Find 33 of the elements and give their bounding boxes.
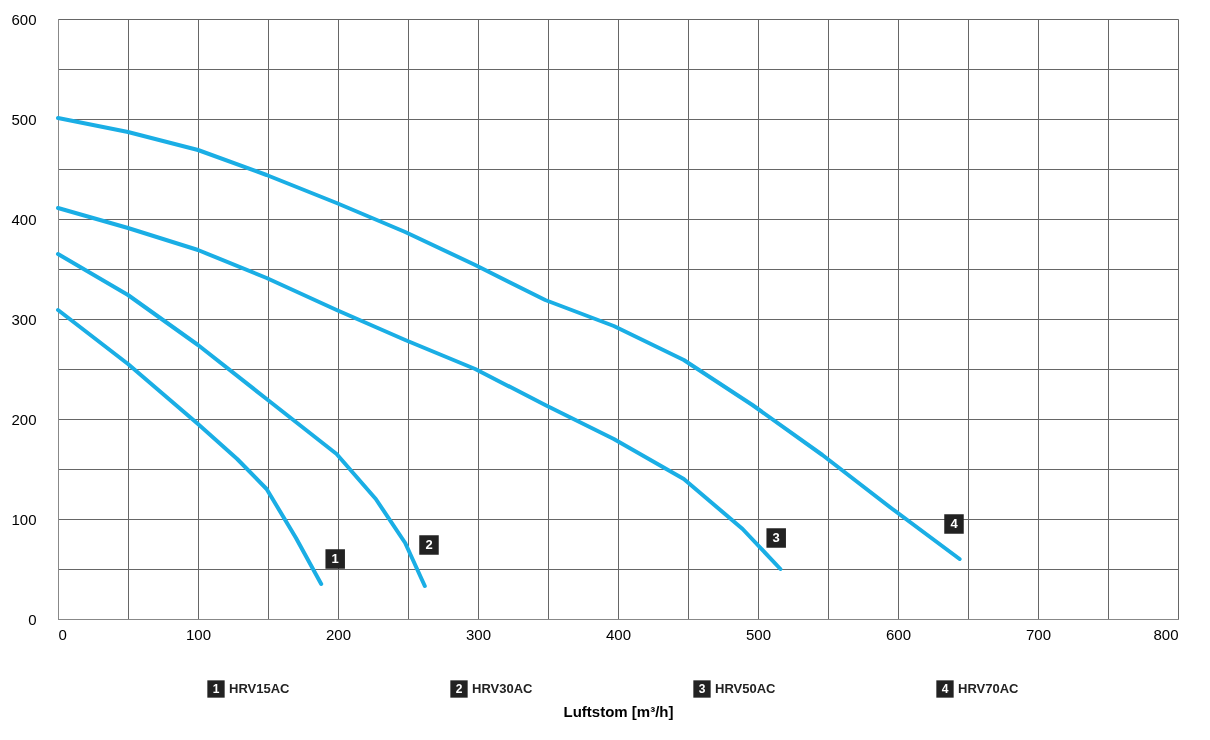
text: 4 <box>941 682 949 696</box>
text: HRV15AC <box>229 681 291 696</box>
x-tick-label: 300 <box>465 625 492 643</box>
annotation: 1 <box>331 551 339 566</box>
x-tick-label: 400 <box>605 625 632 643</box>
text: HRV30AC <box>472 681 534 696</box>
annotation: 4 <box>950 516 959 531</box>
y-tick-label: 400 <box>11 210 37 228</box>
text: 1 <box>212 682 220 696</box>
x-tick-label: 500 <box>745 625 772 643</box>
y-tick-label: 100 <box>11 510 37 528</box>
x-axis-title: Luftstom [m³/h] <box>563 702 674 720</box>
x-tick-label: 800 <box>1153 625 1179 643</box>
y-tick-label: 300 <box>11 310 37 328</box>
line-series <box>56 206 783 571</box>
y-tick-label: 200 <box>11 410 37 428</box>
x-tick-label: 0 <box>58 625 67 643</box>
text: HRV50AC <box>715 681 777 696</box>
line-series <box>56 116 962 561</box>
line-series <box>56 252 427 588</box>
x-tick-label: 600 <box>885 625 912 643</box>
y-tick-label: 0 <box>28 610 37 628</box>
x-tick-label: 700 <box>1025 625 1052 643</box>
text: 2 <box>455 682 463 696</box>
line-series <box>56 308 324 586</box>
annotation: 2 <box>425 537 433 552</box>
y-tick-label: 500 <box>11 110 37 128</box>
text: 3 <box>698 682 706 696</box>
x-tick-label: 100 <box>185 625 212 643</box>
x-tick-label: 200 <box>325 625 352 643</box>
text: HRV70AC <box>958 681 1020 696</box>
y-tick-label: 600 <box>11 10 37 28</box>
annotation: 3 <box>772 530 780 545</box>
